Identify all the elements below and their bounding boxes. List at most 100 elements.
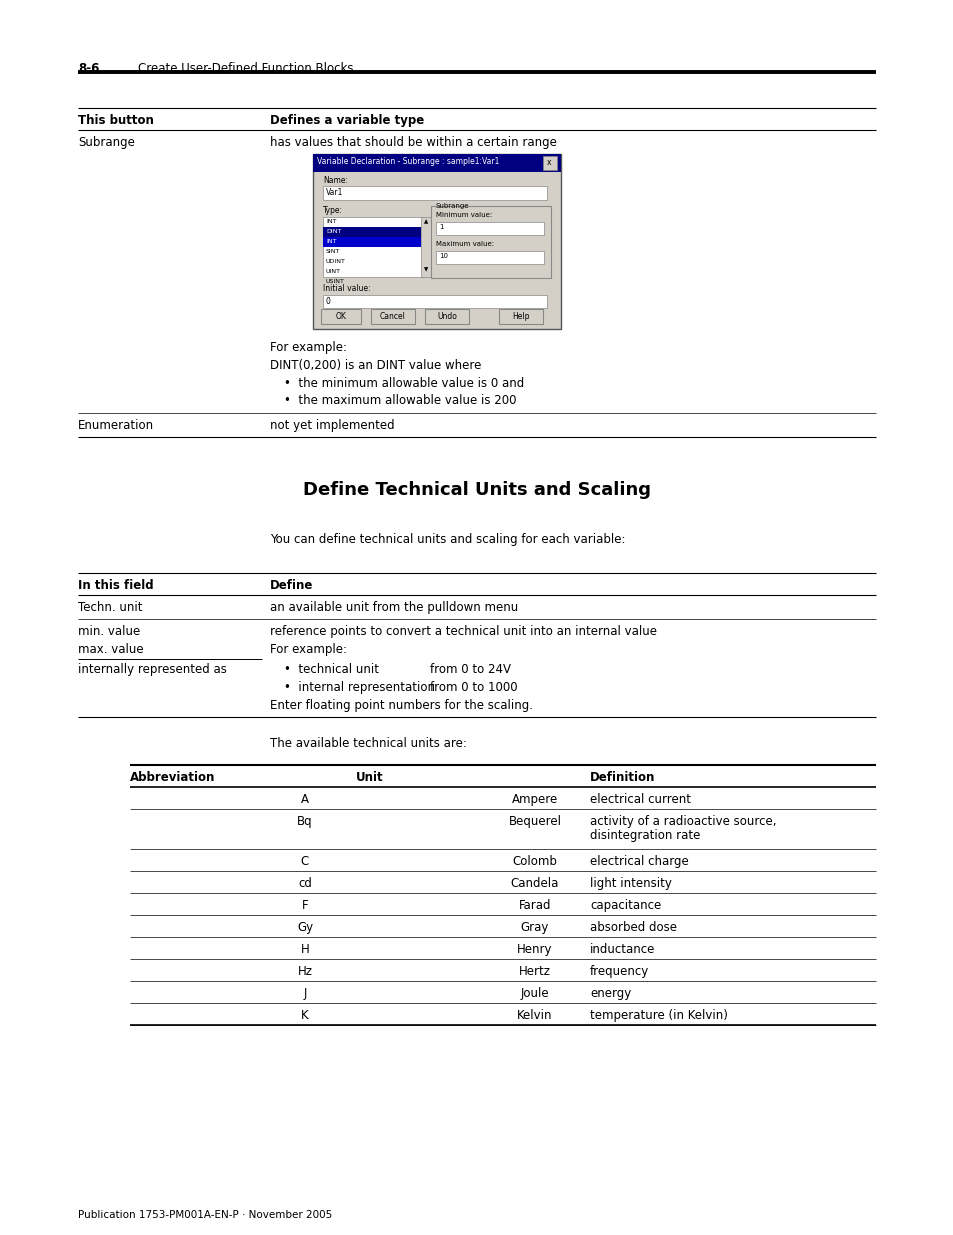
Text: Enter floating point numbers for the scaling.: Enter floating point numbers for the sca… [270, 699, 533, 713]
Text: •  the minimum allowable value is 0 and: • the minimum allowable value is 0 and [284, 377, 524, 390]
Text: Techn. unit: Techn. unit [78, 601, 142, 614]
Text: You can define technical units and scaling for each variable:: You can define technical units and scali… [270, 534, 625, 546]
Text: temperature (in Kelvin): temperature (in Kelvin) [589, 1009, 727, 1023]
Text: DINT: DINT [326, 228, 341, 233]
Text: Define Technical Units and Scaling: Define Technical Units and Scaling [303, 480, 650, 499]
Text: Defines a variable type: Defines a variable type [270, 114, 424, 127]
Text: Variable Declaration - Subrange : sample1:Var1: Variable Declaration - Subrange : sample… [316, 157, 498, 165]
Text: inductance: inductance [589, 944, 655, 956]
Text: F: F [301, 899, 308, 911]
Text: reference points to convert a technical unit into an internal value: reference points to convert a technical … [270, 625, 657, 638]
Text: K: K [301, 1009, 309, 1023]
Text: For example:: For example: [270, 643, 347, 656]
Text: UINT: UINT [326, 269, 340, 274]
Text: Candela: Candela [510, 877, 558, 890]
Text: activity of a radioactive source,: activity of a radioactive source, [589, 815, 776, 827]
Text: Joule: Joule [520, 987, 549, 1000]
Text: This button: This button [78, 114, 153, 127]
Bar [323, 227, 420, 237]
Text: J: J [303, 987, 306, 1000]
Bar [323, 217, 422, 277]
Text: Colomb: Colomb [512, 855, 557, 868]
Text: Create User-Defined Function Blocks: Create User-Defined Function Blocks [138, 62, 354, 75]
Text: Unit: Unit [355, 771, 383, 784]
Bar [318, 172, 555, 309]
Text: frequency: frequency [589, 965, 649, 978]
Text: capacitance: capacitance [589, 899, 660, 911]
Text: from 0 to 1000: from 0 to 1000 [430, 680, 517, 694]
Text: USINT: USINT [326, 279, 345, 284]
Text: not yet implemented: not yet implemented [270, 419, 395, 432]
Text: disintegration rate: disintegration rate [589, 829, 700, 842]
Bar [371, 309, 415, 324]
Bar [323, 186, 546, 200]
Text: from 0 to 24V: from 0 to 24V [430, 663, 511, 676]
Text: OK: OK [335, 312, 346, 321]
Text: energy: energy [589, 987, 631, 1000]
Text: Farad: Farad [518, 899, 551, 911]
Text: Enumeration: Enumeration [78, 419, 154, 432]
Text: •  internal representation: • internal representation [284, 680, 435, 694]
Text: Undo: Undo [436, 312, 456, 321]
Text: SINT: SINT [326, 249, 340, 254]
Text: 10: 10 [438, 253, 448, 259]
Bar [431, 206, 551, 278]
Bar [313, 154, 560, 172]
Text: Hz: Hz [297, 965, 313, 978]
Text: Var1: Var1 [326, 188, 343, 198]
Text: electrical charge: electrical charge [589, 855, 688, 868]
Text: Gray: Gray [520, 921, 549, 934]
Text: Gy: Gy [296, 921, 313, 934]
Bar [420, 217, 433, 277]
Text: INT: INT [326, 219, 336, 224]
Bar [436, 222, 543, 235]
Bar [424, 309, 469, 324]
Text: •  the maximum allowable value is 200: • the maximum allowable value is 200 [284, 394, 516, 408]
Text: Define: Define [270, 579, 313, 592]
Text: Subrange: Subrange [436, 203, 469, 209]
Text: electrical current: electrical current [589, 793, 690, 806]
Text: absorbed dose: absorbed dose [589, 921, 677, 934]
Text: A: A [301, 793, 309, 806]
Bar [313, 154, 560, 329]
Text: max. value: max. value [78, 643, 144, 656]
Bar [436, 251, 543, 264]
Text: DINT(0,200) is an DINT value where: DINT(0,200) is an DINT value where [270, 359, 481, 372]
Text: For example:: For example: [270, 341, 347, 354]
Text: min. value: min. value [78, 625, 140, 638]
Text: Ampere: Ampere [512, 793, 558, 806]
Text: 1: 1 [438, 224, 443, 230]
Text: Cancel: Cancel [379, 312, 406, 321]
Text: Abbreviation: Abbreviation [130, 771, 215, 784]
Text: x: x [546, 158, 551, 167]
Text: internally represented as: internally represented as [78, 663, 227, 676]
Text: ▲: ▲ [423, 219, 428, 224]
Bar [323, 295, 546, 308]
Text: cd: cd [297, 877, 312, 890]
Text: Bequerel: Bequerel [508, 815, 561, 827]
Text: Hertz: Hertz [518, 965, 551, 978]
Text: UDINT: UDINT [326, 259, 346, 264]
Bar [498, 309, 542, 324]
Text: Bq: Bq [297, 815, 313, 827]
Text: Kelvin: Kelvin [517, 1009, 552, 1023]
Text: Publication 1753-PM001A-EN-P · November 2005: Publication 1753-PM001A-EN-P · November … [78, 1210, 332, 1220]
Bar [323, 237, 420, 247]
Text: 0: 0 [326, 296, 331, 306]
Bar [542, 156, 557, 170]
Text: Definition: Definition [589, 771, 655, 784]
Text: 8-6: 8-6 [78, 62, 99, 75]
Text: an available unit from the pulldown menu: an available unit from the pulldown menu [270, 601, 517, 614]
Text: In this field: In this field [78, 579, 153, 592]
Text: Minimum value:: Minimum value: [436, 212, 492, 219]
Text: Henry: Henry [517, 944, 552, 956]
Text: INT: INT [326, 240, 336, 245]
Text: Type:: Type: [323, 206, 343, 215]
Text: ▼: ▼ [423, 267, 428, 272]
Text: light intensity: light intensity [589, 877, 671, 890]
Text: Name:: Name: [323, 177, 348, 185]
Text: Subrange: Subrange [78, 136, 134, 149]
Text: C: C [300, 855, 309, 868]
Text: Initial value:: Initial value: [323, 284, 370, 293]
Text: •  technical unit: • technical unit [284, 663, 378, 676]
